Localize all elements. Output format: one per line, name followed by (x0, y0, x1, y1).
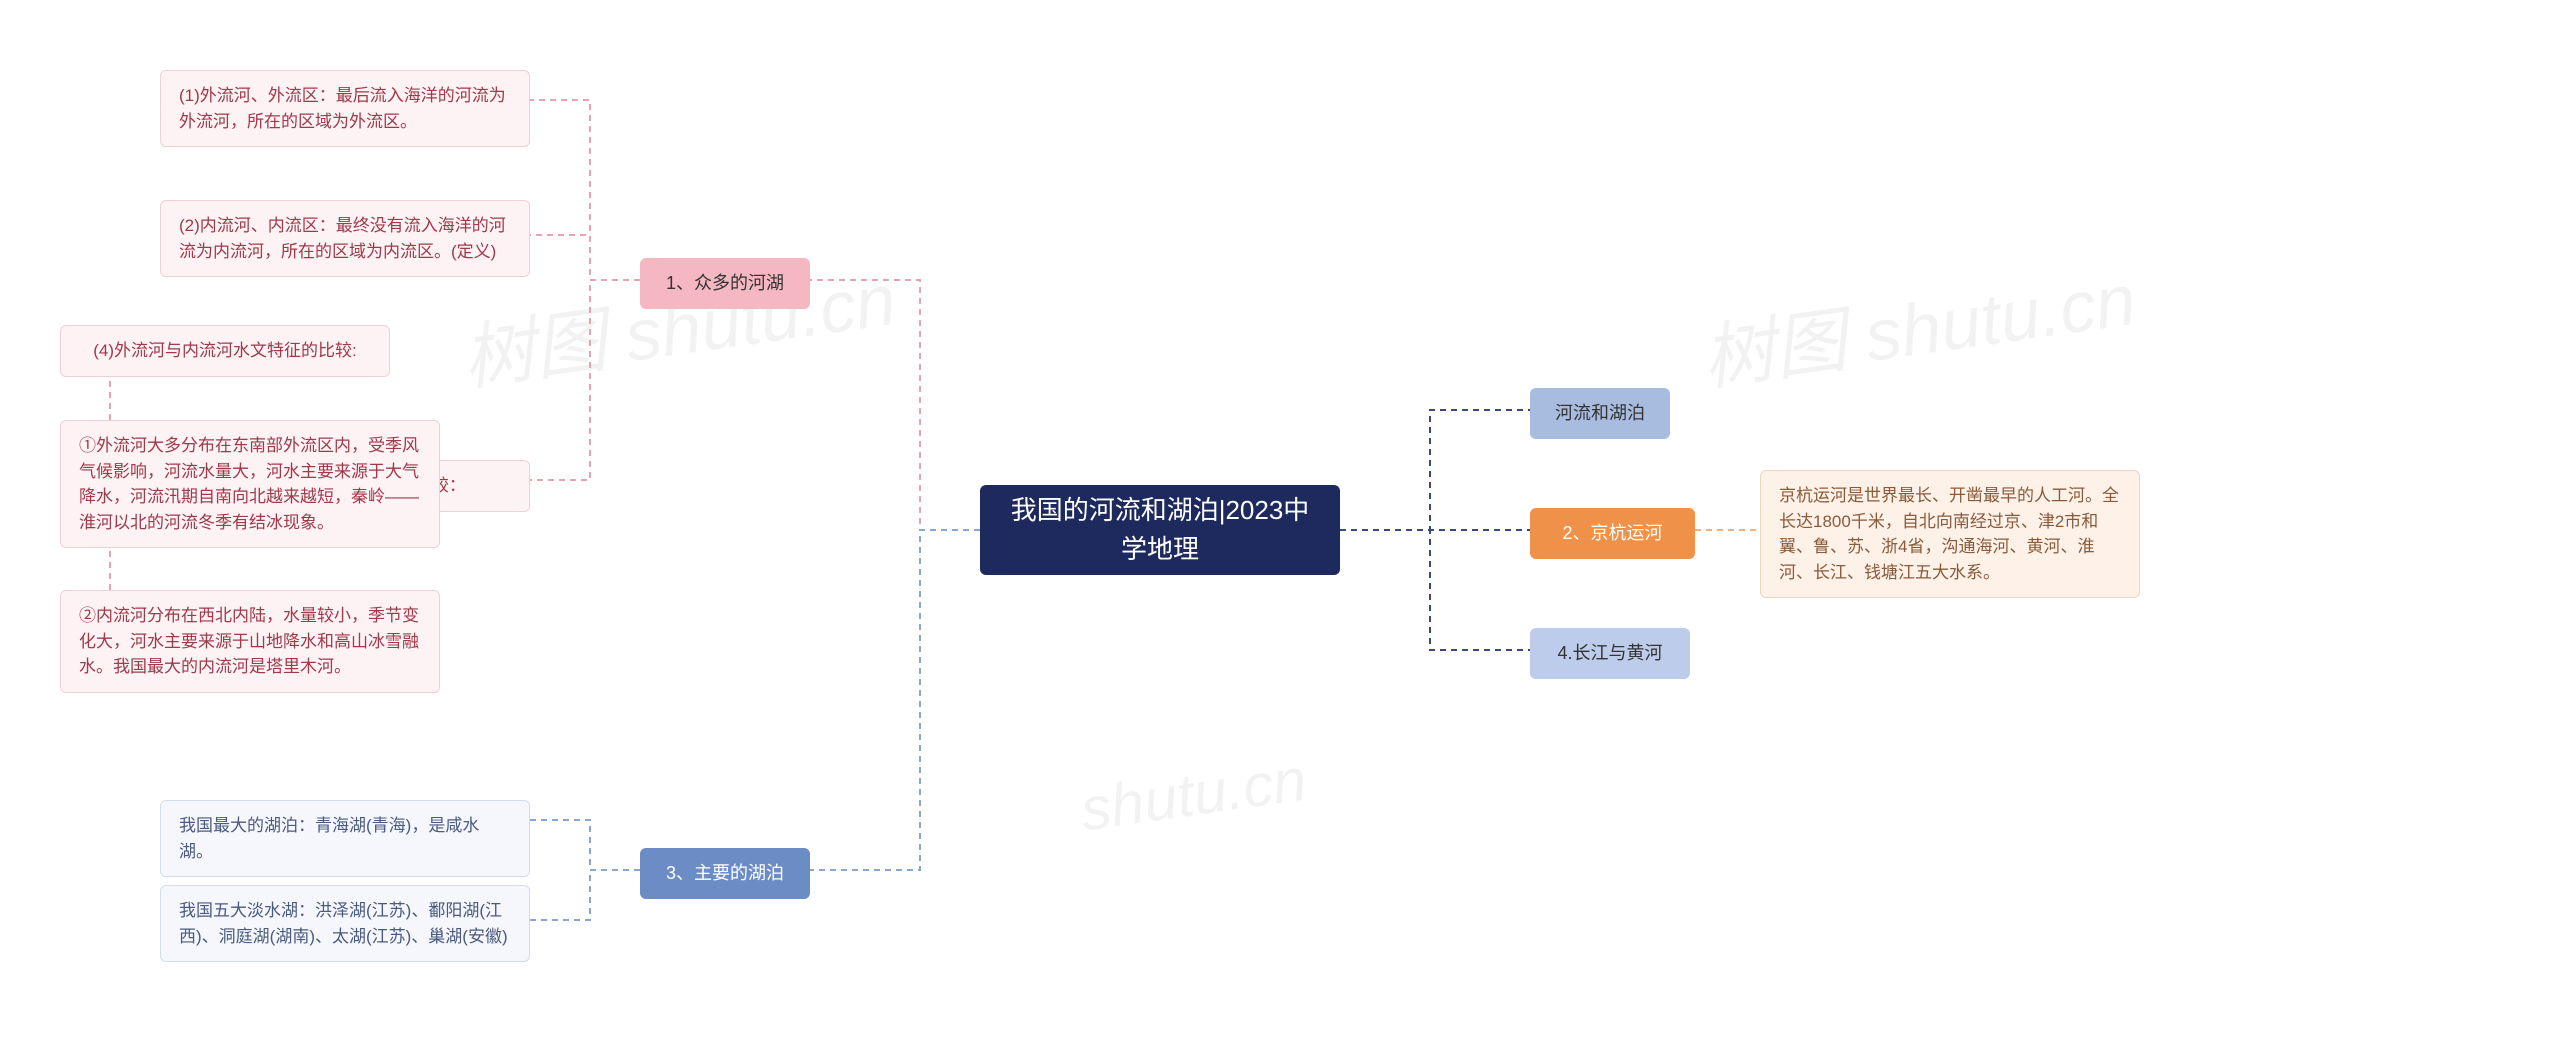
branch-rivers-lakes: 1、众多的河湖 (640, 258, 810, 309)
branch-canal: 2、京杭运河 (1530, 508, 1695, 559)
root-node: 我国的河流和湖泊|2023中学地理 (980, 485, 1340, 575)
leaf-canal-detail: 京杭运河是世界最长、开凿最早的人工河。全长达1800千米，自北向南经过京、津2市… (1760, 470, 2140, 598)
leaf-qinghai-lake: 我国最大的湖泊：青海湖(青海)，是咸水湖。 (160, 800, 530, 877)
branch-yangtze-yellow: 4.长江与黄河 (1530, 628, 1690, 679)
watermark: shutu.cn (1076, 745, 1310, 845)
watermark: 树图 shutu.cn (1695, 240, 2142, 405)
leaf-inflow-detail: ②内流河分布在西北内陆，水量较小，季节变化大，河水主要来源于山地降水和高山冰雪融… (60, 590, 440, 693)
branch-rivers-lakes-r: 河流和湖泊 (1530, 388, 1670, 439)
leaf-hydro-compare: (4)外流河与内流河水文特征的比较: (60, 325, 390, 377)
leaf-outflow-detail: ①外流河大多分布在东南部外流区内，受季风气候影响，河流水量大，河水主要来源于大气… (60, 420, 440, 548)
branch-main-lakes: 3、主要的湖泊 (640, 848, 810, 899)
leaf-outflow-def: (1)外流河、外流区：最后流入海洋的河流为外流河，所在的区域为外流区。 (160, 70, 530, 147)
leaf-inflow-def: (2)内流河、内流区：最终没有流入海洋的河流为内流河，所在的区域为内流区。(定义… (160, 200, 530, 277)
leaf-freshwater-lakes: 我国五大淡水湖：洪泽湖(江苏)、鄱阳湖(江西)、洞庭湖(湖南)、太湖(江苏)、巢… (160, 885, 530, 962)
